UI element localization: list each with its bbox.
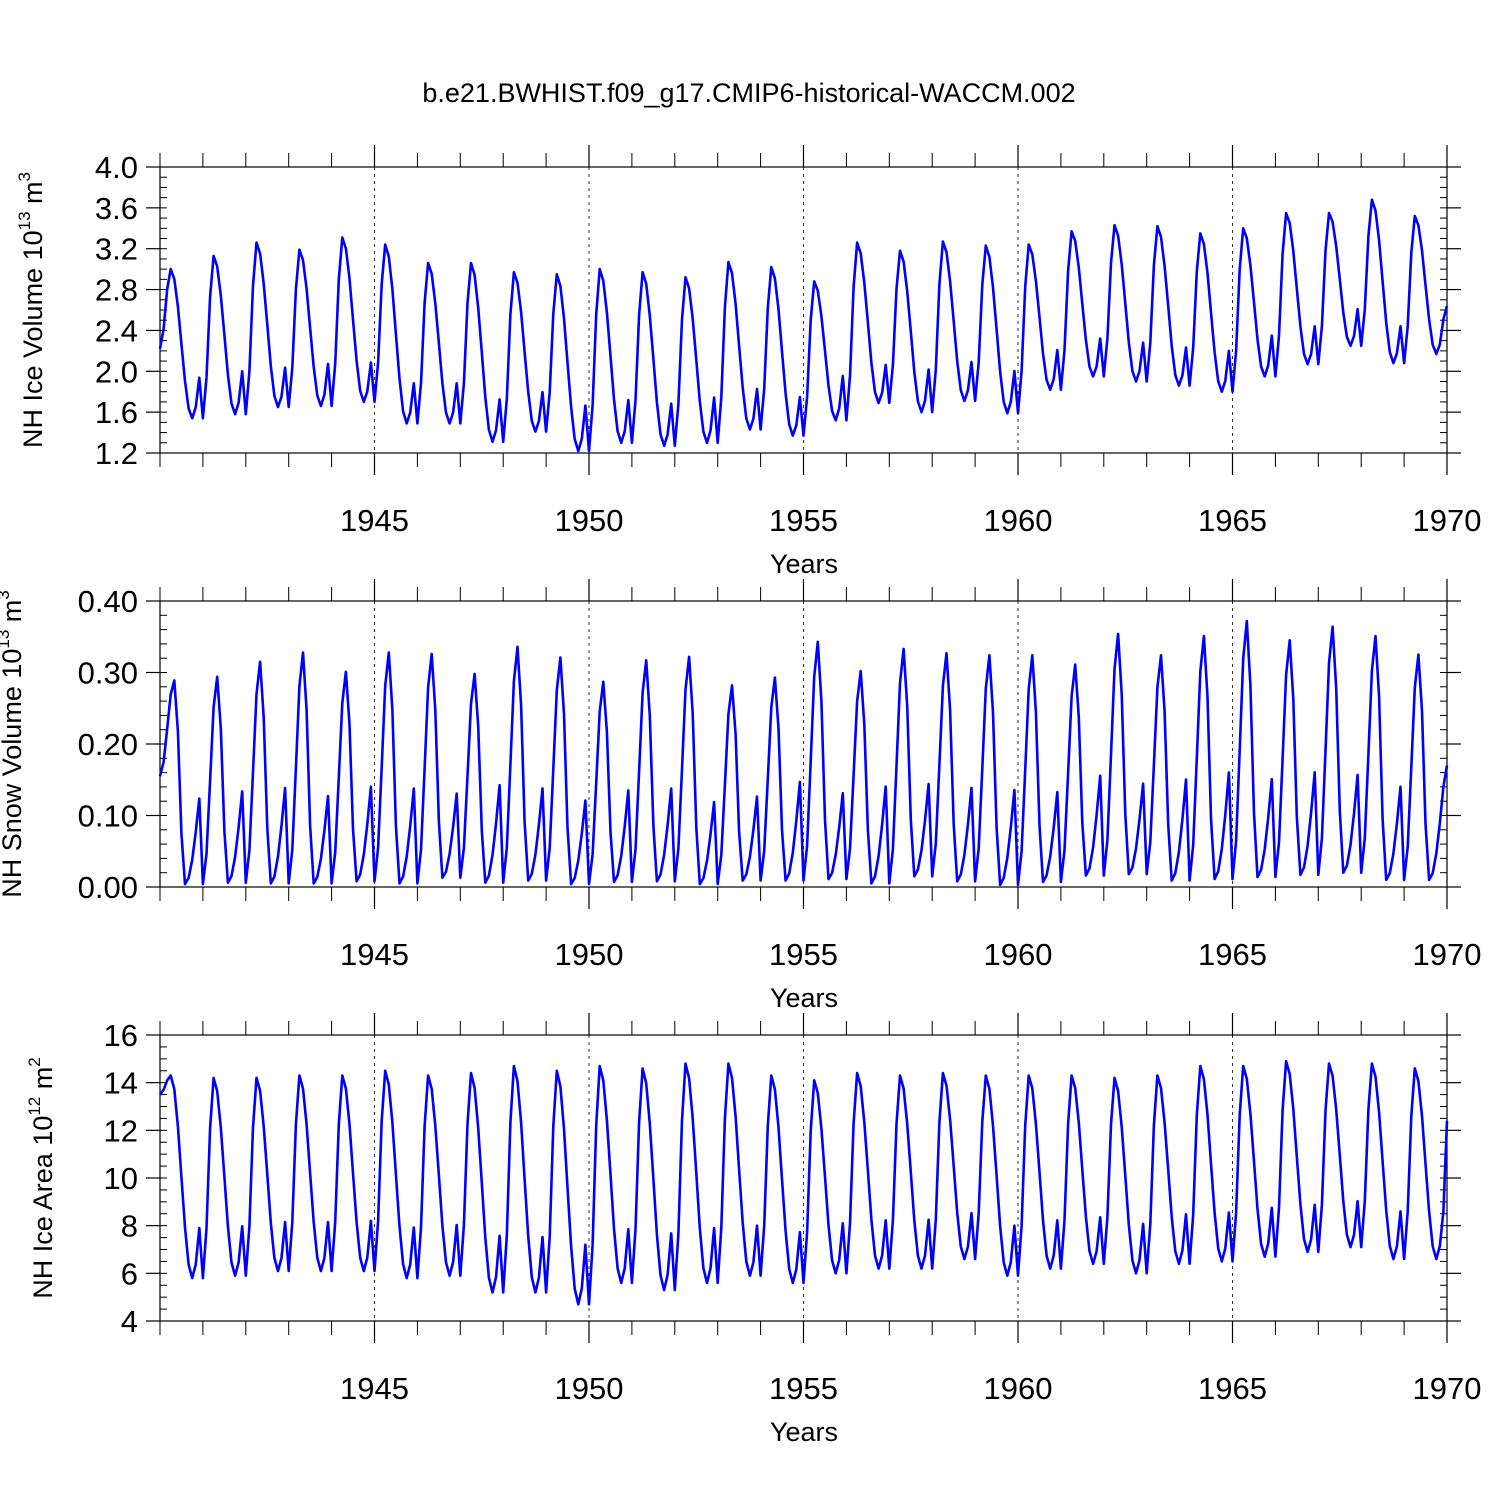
ice-volume-x-tick-label: 1945	[340, 503, 409, 538]
ice-area-x-tick-label: 1960	[984, 1371, 1053, 1406]
ice-volume-ylabel-exp: 13	[15, 211, 34, 230]
ice-area-x-tick-label: 1955	[769, 1371, 838, 1406]
ice-volume-x-tick-label: 1970	[1413, 503, 1482, 538]
ice-area-x-tick-label: 1950	[555, 1371, 624, 1406]
ice-volume-ylabel-prefix: NH Ice Volume 10	[18, 230, 48, 448]
ice-area-y-tick-label: 4	[121, 1304, 138, 1339]
ice-volume-xlabel: Years	[770, 549, 838, 579]
snow-volume-ylabel: NH Snow Volume 1013 m3	[0, 590, 27, 898]
ice-area-series-line	[158, 1059, 1449, 1306]
ice-area-y-tick-label: 12	[104, 1113, 138, 1148]
snow-volume-x-tick-label: 1960	[984, 937, 1053, 972]
snow-volume-ylabel-exp: 13	[0, 630, 13, 649]
snow-volume-x-tick-label: 1970	[1413, 937, 1482, 972]
ice-area-y-tick-label: 8	[121, 1209, 138, 1244]
ice-volume-y-tick-label: 1.2	[95, 436, 138, 471]
ice-volume-y-tick-label: 2.0	[95, 354, 138, 389]
ice-area-ylabel: NH Ice Area 1012 m2	[25, 1057, 58, 1298]
ice-area-ylabel-unit-exp: 2	[25, 1057, 44, 1066]
ice-volume-y-tick-label: 2.8	[95, 273, 138, 308]
snow-volume-ylabel-unit-exp: 3	[0, 590, 13, 599]
snow-volume-x-tick-label: 1950	[555, 937, 624, 972]
ice-area-ylabel-prefix: NH Ice Area 10	[28, 1116, 58, 1299]
snow-volume-series-line	[158, 619, 1449, 887]
ice-area-y-tick-label: 14	[104, 1066, 138, 1101]
ice-volume-y-tick-label: 2.4	[95, 313, 138, 348]
snow-volume-ylabel-unit: m	[0, 600, 27, 630]
snow-volume-xlabel: Years	[770, 983, 838, 1013]
snow-volume-ylabel-prefix: NH Snow Volume 10	[0, 649, 27, 898]
ice-volume-y-tick-label: 4.0	[95, 150, 138, 185]
ice-volume-series-line	[158, 198, 1449, 453]
ice-volume-x-tick-label: 1950	[555, 503, 624, 538]
ice-area-y-tick-label: 10	[104, 1161, 138, 1196]
ice-volume-ylabel: NH Ice Volume 1013 m3	[15, 172, 48, 448]
ice-volume-y-tick-label: 3.2	[95, 232, 138, 267]
ice-volume-x-tick-label: 1955	[769, 503, 838, 538]
ice-area-panel: NH Ice Area 1012 m2 Years 46810121416194…	[25, 1013, 1481, 1447]
snow-volume-x-tick-label: 1965	[1198, 937, 1267, 972]
ice-volume-panel: NH Ice Volume 1013 m3 Years 1.2 1.6 2.0 2.4…	[15, 145, 1481, 579]
snow-volume-x-tick-label: 1945	[340, 937, 409, 972]
ice-area-y-tick-label: 6	[121, 1256, 138, 1291]
ice-volume-y-tick-label: 3.6	[95, 191, 138, 226]
snow-volume-x-tick-label: 1955	[769, 937, 838, 972]
ice-area-x-tick-label: 1970	[1413, 1371, 1482, 1406]
ice-volume-y-tick-label: 1.6	[95, 395, 138, 430]
ice-area-ylabel-exp: 12	[25, 1097, 44, 1116]
snow-volume-y-tick-label: 0.20	[78, 727, 138, 762]
snow-volume-y-tick-label: 0.40	[78, 584, 138, 619]
snow-volume-y-tick-label: 0.30	[78, 656, 138, 691]
ice-area-ylabel-unit: m	[28, 1067, 58, 1097]
ice-volume-x-tick-label: 1965	[1198, 503, 1267, 538]
snow-volume-panel: NH Snow Volume 1013 m3 Years 0.00 0.10 0.2…	[0, 579, 1481, 1013]
ice-volume-x-tick-label: 1960	[984, 503, 1053, 538]
ice-area-x-tick-label: 1965	[1198, 1371, 1267, 1406]
ice-volume-ylabel-unit: m	[18, 181, 48, 211]
ice-volume-ylabel-unit-exp: 3	[15, 172, 34, 181]
ice-area-xlabel: Years	[770, 1417, 838, 1447]
figure-title: b.e21.BWHIST.f09_g17.CMIP6-historical-WA…	[422, 78, 1075, 108]
ice-area-x-tick-label: 1945	[340, 1371, 409, 1406]
snow-volume-y-tick-label: 0.00	[78, 870, 138, 905]
ice-area-y-tick-label: 16	[104, 1018, 138, 1053]
snow-volume-y-tick-label: 0.10	[78, 799, 138, 834]
